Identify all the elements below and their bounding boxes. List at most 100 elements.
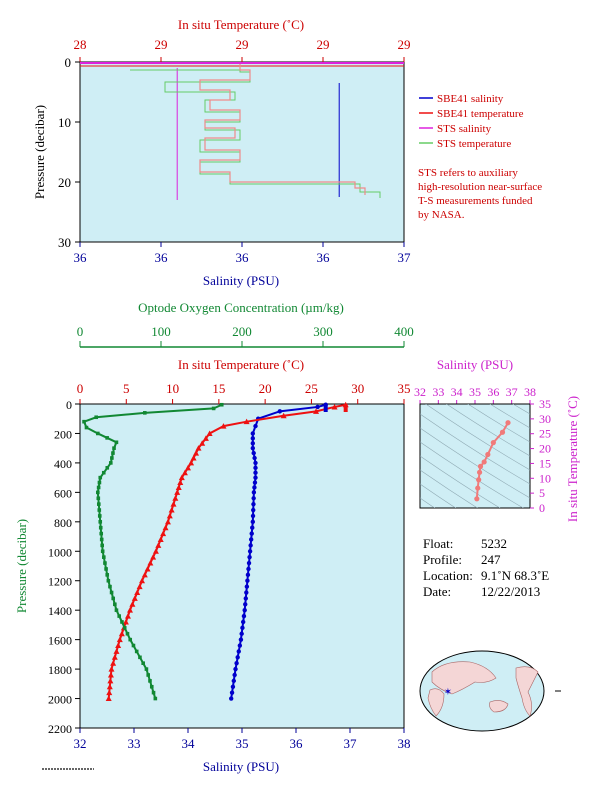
date-label: Date: (423, 584, 452, 599)
temperature-point (206, 430, 213, 436)
temperature-point (157, 536, 164, 542)
sts-note: STS refers to auxiliary high-resolution … (418, 167, 542, 221)
salinity-point (245, 572, 251, 578)
date-value: 12/22/2013 (481, 584, 541, 599)
ts-panel: Salinity (PSU) 32 33 34 35 36 37 38 0510152025… (414, 357, 580, 522)
bottom-temp-tick-label: 25 (305, 381, 318, 396)
world-map: ✶ (419, 650, 561, 732)
temperature-point (202, 435, 209, 441)
oxygen-point (100, 543, 104, 548)
top-temp-ticks: 28 29 29 29 29 (74, 37, 411, 62)
oxygen-point (105, 466, 110, 470)
bottom-sal-tick-label: 32 (74, 736, 87, 751)
location-row: Location: 9.1˚N 68.3˚E (423, 568, 549, 584)
temperature-point (166, 512, 173, 519)
temperature-point (313, 408, 320, 414)
salinity-point (253, 470, 258, 475)
temperature-point (178, 474, 185, 481)
sts-note-line-1: STS refers to auxiliary (418, 167, 518, 179)
bottom-y-tick-label: 2000 (48, 693, 72, 707)
ts-density-contours (420, 404, 530, 508)
temperature-point (331, 403, 338, 410)
ts-density-contour (420, 441, 524, 508)
salinity-point (244, 590, 249, 595)
salinity-point (253, 465, 258, 471)
bottom-y-tick-label: 1200 (48, 575, 72, 589)
oxygen-point (97, 480, 102, 485)
ts-temp-tick-label: 0 (539, 501, 545, 515)
oxygen-point (122, 626, 127, 630)
ts-point (490, 440, 496, 446)
temperature-point (185, 464, 191, 471)
top-y-tick-label: 20 (58, 175, 71, 190)
salinity-point (248, 537, 254, 542)
bottom-temp-tick-label: 10 (166, 381, 179, 396)
oxygen-point (99, 531, 104, 536)
salinity-point (237, 643, 243, 648)
temperature-point (110, 660, 117, 666)
salinity-point (252, 455, 257, 461)
top-panel: In situ Temperature (˚C) 28 29 29 29 29 36 36… (32, 17, 542, 288)
oxygen-point (219, 402, 224, 407)
salinity-point (248, 543, 253, 548)
temperature-point (193, 450, 200, 456)
ts-density-contour (420, 427, 530, 499)
bottom-y-tick-label: 800 (54, 516, 72, 530)
salinity-point (233, 666, 238, 672)
salinity-point (240, 619, 246, 625)
oxygen-point (114, 440, 119, 445)
bottom-sal-ticks: 32 33 34 35 36 37 38 (74, 728, 411, 751)
ts-density-contour (489, 404, 530, 429)
temperature-point (164, 518, 171, 525)
oxygen-point (112, 446, 116, 450)
temperature-point (134, 589, 141, 596)
temperature-point (116, 636, 123, 643)
salinity-point (232, 672, 237, 678)
top-sal-ticks: 36 36 36 36 37 (74, 242, 411, 265)
salinity-point (250, 525, 255, 530)
sts-note-line-3: T-S measurements funded (418, 195, 533, 207)
temperature-point (243, 418, 250, 425)
ts-sal-tick-label: 34 (451, 385, 463, 399)
oxygen-point (98, 525, 103, 530)
ts-point (481, 459, 487, 465)
legend-label-sbe41-temperature: SBE41 temperature (437, 108, 524, 120)
temperature-point (115, 642, 122, 649)
salinity-point (234, 661, 239, 666)
temperature-point (220, 423, 227, 429)
temperature-point (107, 671, 114, 678)
salinity-point (250, 436, 255, 441)
temperature-point (111, 654, 118, 660)
temperature-point (106, 689, 113, 696)
temperature-point (105, 695, 112, 702)
oxygen-point (96, 485, 101, 490)
salinity-point (241, 613, 247, 619)
bottom-y-tick-label: 1400 (48, 604, 72, 618)
oxygen-point (211, 406, 216, 411)
oxygen-point (96, 496, 101, 501)
top-sal-axis-title: Salinity (PSU) (203, 273, 279, 288)
salinity-point (253, 475, 258, 480)
float-location-marker: ✶ (444, 687, 452, 698)
map-land-americas (515, 666, 539, 717)
ts-point (485, 451, 491, 458)
top-y-tick-label: 0 (65, 55, 72, 70)
ts-sal-tick-label: 32 (414, 385, 426, 399)
salinity-surface-marker (323, 404, 328, 412)
bottom-y-tick-label: 1600 (48, 634, 72, 648)
ts-plot-area (419, 403, 531, 509)
temperature-point (280, 412, 287, 419)
temperature-point (175, 484, 182, 490)
oxygen-point (128, 637, 133, 642)
ts-point (475, 485, 481, 491)
oxygen-point (84, 425, 89, 430)
profile-value: 247 (481, 552, 501, 567)
temperature-point (195, 445, 202, 451)
salinity-point (250, 513, 256, 519)
oxygen-point (98, 475, 103, 480)
temperature-point (136, 583, 143, 590)
bottom-y-tick-label: 400 (54, 457, 72, 471)
ts-density-contour (420, 497, 436, 508)
ts-curve (475, 422, 509, 499)
oxygen-point (105, 436, 109, 440)
